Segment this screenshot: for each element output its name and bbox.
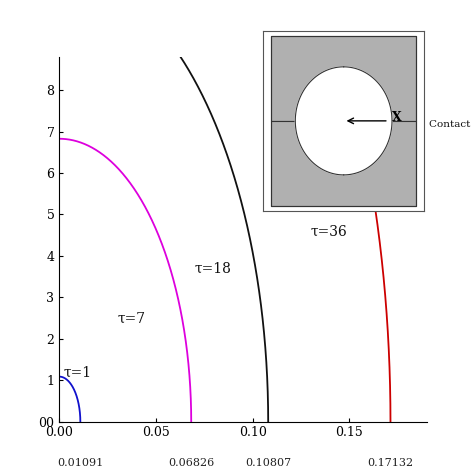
Text: τ=18: τ=18 — [195, 262, 231, 275]
Text: τ=36: τ=36 — [310, 224, 347, 238]
Polygon shape — [295, 67, 344, 175]
Text: X: X — [392, 111, 402, 124]
Text: τ=7: τ=7 — [117, 311, 146, 325]
Text: Contact c: Contact c — [429, 120, 474, 129]
Text: 0.17132: 0.17132 — [367, 458, 413, 468]
Bar — [271, 36, 416, 121]
Text: 0.01091: 0.01091 — [57, 458, 103, 468]
Polygon shape — [344, 67, 392, 175]
Text: 0.06826: 0.06826 — [168, 458, 214, 468]
Text: 0.10807: 0.10807 — [245, 458, 291, 468]
Text: τ=1: τ=1 — [63, 365, 91, 379]
Bar — [271, 121, 416, 206]
